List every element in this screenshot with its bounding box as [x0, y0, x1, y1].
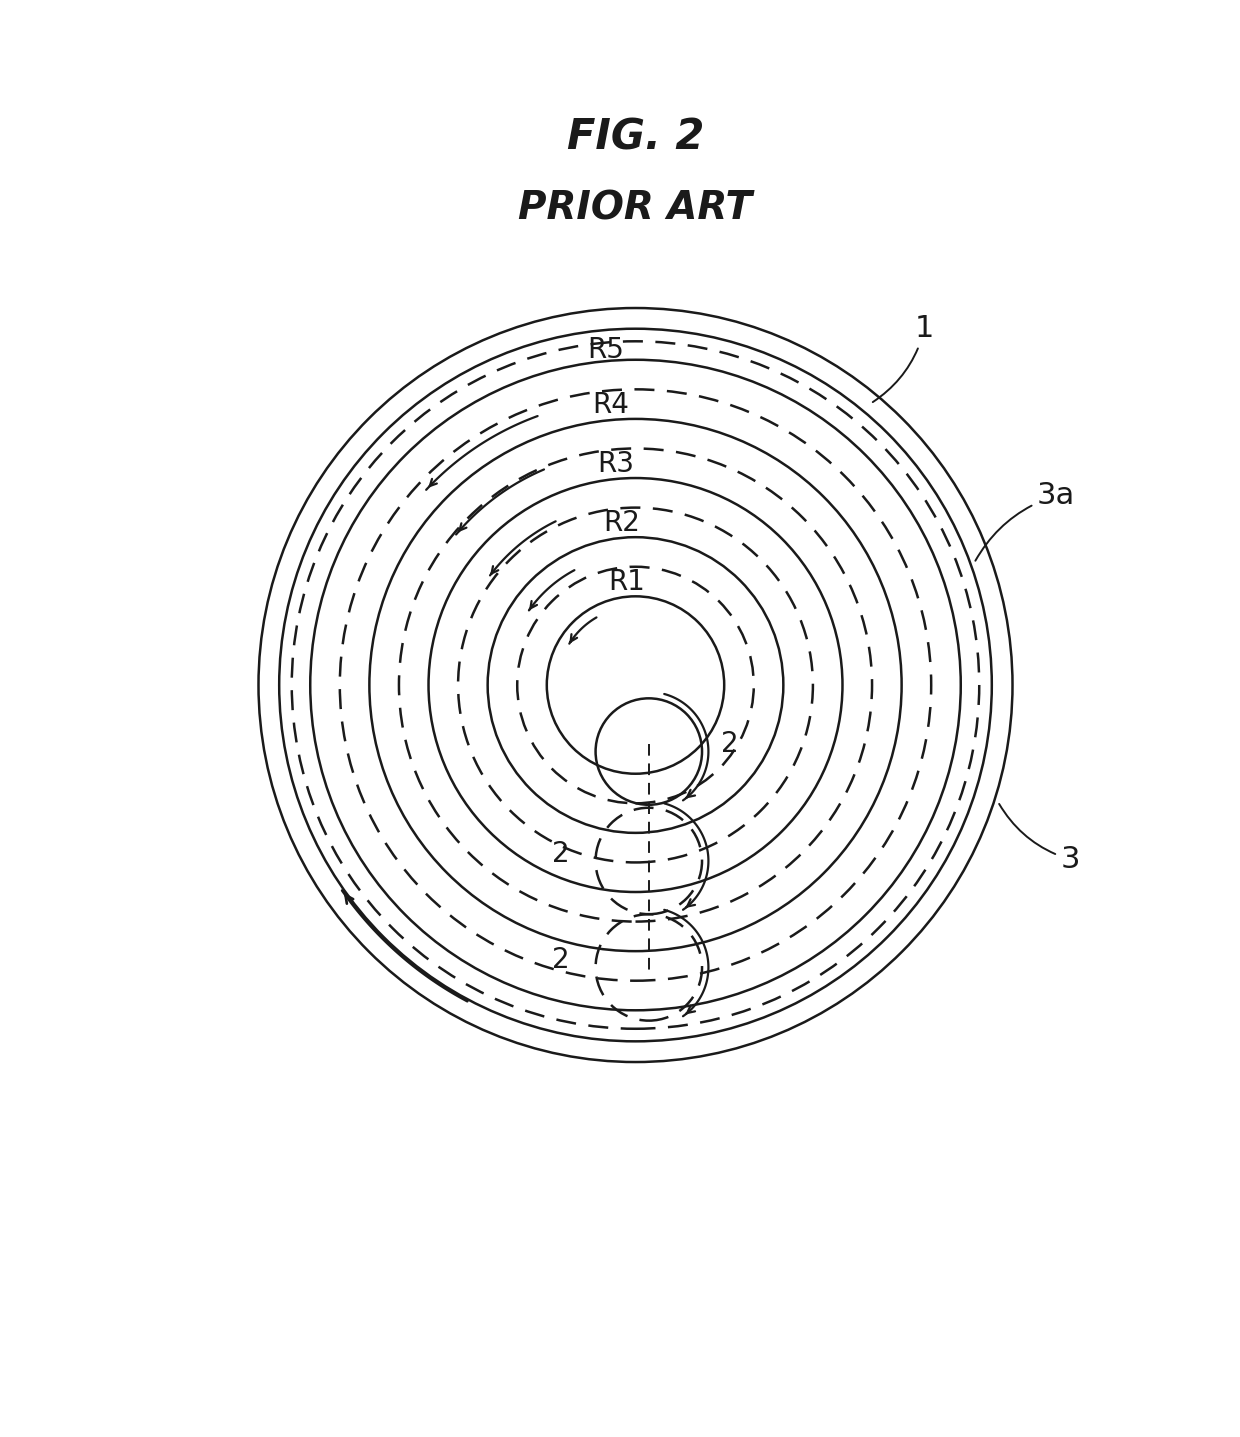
Text: 2: 2	[552, 946, 569, 974]
Text: 2: 2	[720, 730, 738, 759]
Text: R5: R5	[588, 336, 625, 364]
Text: R3: R3	[598, 450, 635, 479]
Text: R1: R1	[608, 568, 645, 596]
Text: FIG. 2: FIG. 2	[567, 116, 704, 160]
Text: 3: 3	[999, 803, 1080, 874]
Text: PRIOR ART: PRIOR ART	[518, 190, 753, 227]
Text: 3a: 3a	[976, 481, 1075, 560]
Text: 2: 2	[552, 839, 569, 868]
Text: R4: R4	[593, 391, 630, 420]
Text: 1: 1	[873, 315, 934, 402]
Text: R2: R2	[603, 509, 640, 537]
